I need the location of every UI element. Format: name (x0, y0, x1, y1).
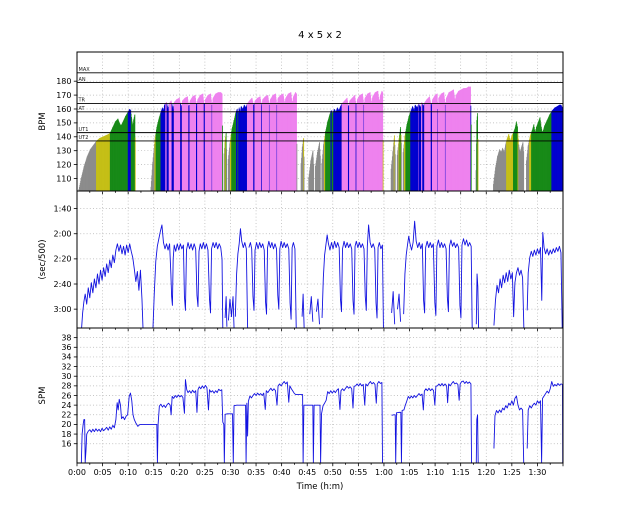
tick-marks (73, 337, 564, 467)
svg-text:26: 26 (61, 391, 71, 400)
panel-pace-sec-per-500m: 1:40 2:00 2:20 2:40 3:00 (54, 190, 564, 332)
x-axis-label: Time (h:m) (296, 482, 344, 492)
svg-text:1:00: 1:00 (375, 468, 393, 477)
svg-text:0:05: 0:05 (94, 468, 112, 477)
zone-lines: MAX AN TR AT UT1 UT2 (77, 67, 563, 142)
svg-text:18: 18 (61, 430, 71, 439)
y-axis-label-0: BPM (38, 112, 48, 130)
svg-text:110: 110 (56, 174, 71, 183)
svg-text:170: 170 (56, 91, 71, 100)
svg-text:2:20: 2:20 (54, 255, 72, 264)
svg-text:24: 24 (61, 401, 71, 410)
svg-text:1:10: 1:10 (426, 468, 444, 477)
panel-heart-rate-bpm: MAX AN TR AT UT1 UT2 110 120 130 140 150 160 170 180 (56, 51, 564, 195)
svg-text:160: 160 (56, 105, 71, 114)
zone-label-TR: TR (78, 98, 86, 104)
svg-text:3:00: 3:00 (54, 305, 72, 314)
svg-text:30: 30 (61, 372, 71, 381)
zone-label-UT2: UT2 (79, 135, 89, 141)
svg-text:150: 150 (56, 119, 71, 128)
svg-text:0:45: 0:45 (298, 468, 316, 477)
svg-text:22: 22 (61, 411, 71, 420)
svg-text:0:00: 0:00 (68, 468, 86, 477)
svg-text:34: 34 (61, 353, 71, 362)
svg-text:36: 36 (61, 343, 71, 352)
zone-label-AN: AN (79, 77, 86, 83)
svg-text:180: 180 (56, 77, 71, 86)
svg-text:0:40: 0:40 (273, 468, 291, 477)
svg-text:2:00: 2:00 (54, 230, 72, 239)
panel-border (76, 190, 564, 329)
heart-rate-zone-fill (78, 86, 563, 191)
svg-text:1:05: 1:05 (401, 468, 419, 477)
svg-text:0:25: 0:25 (196, 468, 214, 477)
x-tick-labels: 0:00 0:05 0:10 0:15 0:20 0:25 0:30 0:35 0:40 0:45… (68, 468, 546, 477)
y-axis-label-2: SPM (38, 387, 48, 405)
svg-text:38: 38 (61, 333, 71, 342)
svg-text:1:40: 1:40 (54, 204, 72, 213)
svg-text:20: 20 (61, 420, 71, 429)
svg-text:0:20: 0:20 (170, 468, 188, 477)
stroke-rate-spm-line (80, 379, 563, 463)
svg-text:1:25: 1:25 (503, 468, 521, 477)
svg-text:1:30: 1:30 (528, 468, 546, 477)
svg-text:0:50: 0:50 (324, 468, 342, 477)
y-tick-labels: 1:40 2:00 2:20 2:40 3:00 (54, 204, 72, 314)
svg-text:120: 120 (56, 160, 71, 169)
zone-label-UT1: UT1 (79, 127, 89, 133)
svg-text:16: 16 (61, 440, 71, 449)
svg-text:0:35: 0:35 (247, 468, 265, 477)
svg-text:32: 32 (61, 362, 71, 371)
zone-label-MAX: MAX (79, 67, 91, 73)
svg-text:1:20: 1:20 (477, 468, 495, 477)
svg-text:140: 140 (56, 133, 71, 142)
svg-text:2:40: 2:40 (54, 280, 72, 289)
pace-sec-per-500m-line (81, 220, 563, 328)
y-tick-labels: 110 120 130 140 150 160 170 180 (56, 77, 71, 183)
svg-text:28: 28 (61, 382, 71, 391)
gridlines (77, 191, 563, 328)
svg-text:0:55: 0:55 (349, 468, 367, 477)
chart-title: 4 x 5 x 2 (298, 30, 342, 41)
svg-text:1:15: 1:15 (452, 468, 470, 477)
svg-text:130: 130 (56, 146, 71, 155)
zone-label-AT: AT (79, 106, 86, 112)
svg-text:0:15: 0:15 (145, 468, 163, 477)
svg-text:0:30: 0:30 (221, 468, 239, 477)
svg-text:0:10: 0:10 (119, 468, 137, 477)
y-axis-label-1: (sec/500) (38, 239, 48, 279)
